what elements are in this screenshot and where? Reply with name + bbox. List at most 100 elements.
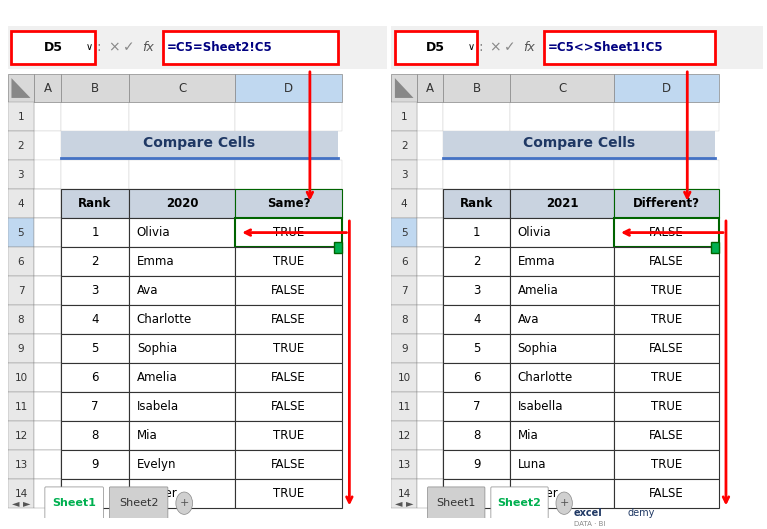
Text: 8: 8 [401,315,407,325]
Bar [129,450,235,479]
Text: 2020: 2020 [166,197,199,210]
Text: FALSE: FALSE [649,487,684,500]
Bar [235,421,342,450]
Bar [614,363,719,392]
Bar [35,131,61,160]
Text: B: B [472,81,481,95]
Bar [417,131,443,160]
Text: FALSE: FALSE [649,255,684,268]
Bar [8,479,35,508]
Text: 4: 4 [473,313,480,326]
Bar [510,189,614,218]
Text: 10: 10 [87,487,103,500]
Bar [614,305,719,334]
Bar [35,102,61,131]
Bar [417,102,443,131]
Bar [12,31,95,63]
Bar [235,305,342,334]
Bar [35,247,61,276]
Text: Sophia: Sophia [137,342,177,355]
Text: Sophia: Sophia [518,342,558,355]
Text: Isabella: Isabella [518,400,563,413]
Bar [8,363,35,392]
Text: Different?: Different? [633,197,700,210]
Bar [510,421,614,450]
Bar [391,421,417,450]
Bar [510,102,614,131]
Bar [235,247,342,276]
Text: D5: D5 [44,41,63,54]
Bar [8,276,35,305]
Text: 3: 3 [473,284,480,297]
Text: 4: 4 [91,313,99,326]
Text: 13: 13 [15,460,28,470]
Text: A: A [426,81,434,95]
Bar [61,450,129,479]
Bar [8,421,35,450]
Bar [614,392,719,421]
Text: FALSE: FALSE [272,371,306,384]
Bar [395,31,477,63]
Text: ×: × [489,40,501,54]
Text: 14: 14 [15,489,28,499]
Bar [61,276,129,305]
Bar [417,160,443,189]
Bar [443,189,510,218]
Bar [417,392,443,421]
Text: 8: 8 [18,315,25,325]
Bar [391,160,417,189]
Bar [61,160,129,189]
Bar [391,276,417,305]
Text: Charlotte: Charlotte [518,371,573,384]
Bar [510,363,614,392]
FancyBboxPatch shape [428,487,485,519]
Bar [129,74,235,102]
Text: Rank: Rank [460,197,493,210]
Text: TRUE: TRUE [273,226,304,239]
Text: TRUE: TRUE [273,342,304,355]
Bar [614,102,719,131]
Text: 3: 3 [18,169,25,179]
Text: fx: fx [142,41,154,54]
Bar [61,305,129,334]
Text: +: + [179,498,189,508]
Text: 7: 7 [473,400,480,413]
Text: ∨: ∨ [86,42,93,52]
Bar [35,276,61,305]
Bar [8,392,35,421]
Bar [129,421,235,450]
Bar [510,392,614,421]
Bar [235,160,342,189]
Bar [510,218,614,247]
Bar [129,276,235,305]
Text: Olivia: Olivia [137,226,170,239]
Bar [614,421,719,450]
Text: ✓: ✓ [505,40,516,54]
Text: ✓: ✓ [123,40,135,54]
Bar [711,242,719,253]
Text: 2: 2 [18,141,25,151]
Text: FALSE: FALSE [272,458,306,471]
Text: =C5<>Sheet1!C5: =C5<>Sheet1!C5 [548,41,663,54]
Bar [391,131,417,160]
Bar [129,160,235,189]
Bar [391,218,417,247]
Bar [391,247,417,276]
Bar [129,392,235,421]
Bar [510,160,614,189]
Text: FALSE: FALSE [272,284,306,297]
Bar [129,363,235,392]
Text: Same?: Same? [267,197,311,210]
Bar [614,160,719,189]
Text: ◄: ◄ [12,498,19,508]
Bar [443,479,510,508]
Text: TRUE: TRUE [651,458,682,471]
Bar [129,102,235,131]
Bar [391,189,417,218]
Bar [61,334,129,363]
Bar [391,334,417,363]
Bar [8,74,35,102]
Circle shape [556,492,572,514]
Text: 3: 3 [91,284,99,297]
Bar [61,131,338,160]
